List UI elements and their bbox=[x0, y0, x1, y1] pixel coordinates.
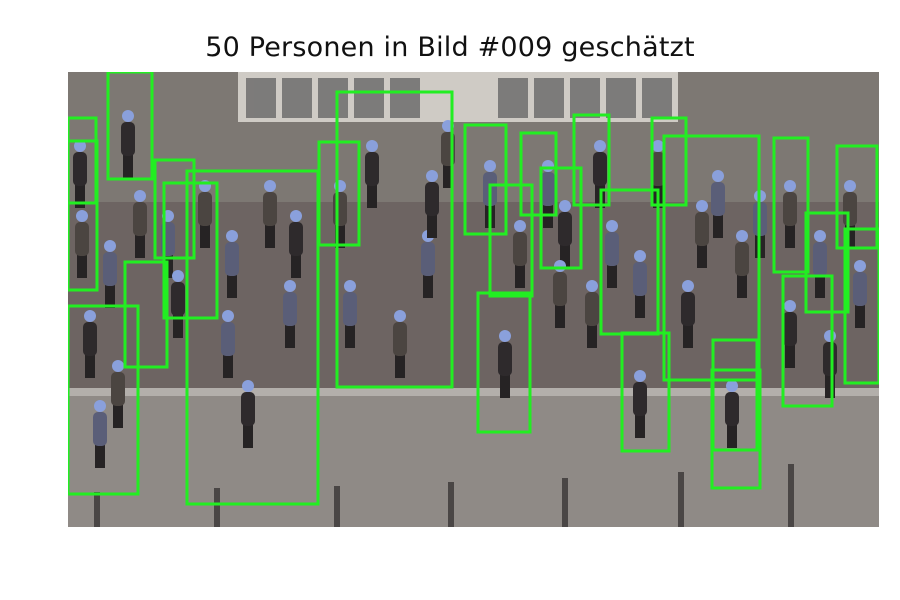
person-figure bbox=[695, 200, 709, 268]
detection-box bbox=[488, 183, 534, 298]
person-figure bbox=[725, 380, 739, 448]
person-figure bbox=[111, 360, 125, 428]
person-figure bbox=[783, 300, 797, 368]
person-figure bbox=[221, 310, 235, 378]
person-figure bbox=[633, 370, 647, 438]
person-figure bbox=[93, 400, 107, 468]
detection-boxes bbox=[68, 72, 879, 506]
person-figure bbox=[393, 310, 407, 378]
detection-box bbox=[476, 291, 532, 434]
person-figure bbox=[585, 280, 599, 348]
person-figure bbox=[263, 180, 277, 248]
street-photo bbox=[68, 72, 879, 527]
person-figure bbox=[813, 230, 827, 298]
person-figure bbox=[853, 260, 867, 328]
person-figure bbox=[171, 270, 185, 338]
person-figure bbox=[681, 280, 695, 348]
person-figure bbox=[343, 280, 357, 348]
detection-box bbox=[620, 331, 671, 453]
detection-box bbox=[335, 90, 454, 389]
person-figure bbox=[241, 380, 255, 448]
person-figure bbox=[735, 230, 749, 298]
detection-box bbox=[519, 131, 558, 217]
shop-windows bbox=[246, 78, 672, 118]
detection-box bbox=[185, 169, 320, 506]
detection-box bbox=[68, 304, 140, 496]
person-figure bbox=[605, 220, 619, 288]
bollards bbox=[94, 464, 794, 527]
street-scene bbox=[68, 72, 879, 527]
person-figure bbox=[133, 190, 147, 258]
detection-box bbox=[772, 136, 810, 274]
detection-box bbox=[317, 140, 361, 247]
detection-box bbox=[835, 144, 879, 250]
detection-box bbox=[804, 211, 850, 314]
people-layer bbox=[73, 110, 867, 468]
person-figure bbox=[103, 240, 117, 308]
detection-box bbox=[162, 181, 219, 320]
person-figure bbox=[73, 140, 87, 208]
curb bbox=[68, 388, 879, 396]
detection-box bbox=[650, 116, 688, 207]
detection-box bbox=[68, 139, 99, 292]
person-figure bbox=[513, 220, 527, 288]
detection-box bbox=[572, 113, 611, 207]
person-figure bbox=[83, 310, 97, 378]
detection-box bbox=[153, 158, 196, 260]
person-figure bbox=[558, 200, 572, 268]
person-figure bbox=[283, 280, 297, 348]
detection-box bbox=[539, 166, 583, 270]
person-figure bbox=[783, 180, 797, 248]
person-figure bbox=[633, 250, 647, 318]
detection-box bbox=[710, 368, 762, 490]
figure-title: 50 Personen in Bild #009 geschätzt bbox=[205, 32, 695, 63]
person-figure bbox=[225, 230, 239, 298]
detection-box bbox=[106, 72, 154, 181]
person-figure bbox=[75, 210, 89, 278]
person-figure bbox=[425, 170, 439, 238]
person-figure bbox=[121, 110, 135, 178]
person-figure bbox=[498, 330, 512, 398]
person-figure bbox=[365, 140, 379, 208]
person-figure bbox=[289, 210, 303, 278]
detection-box bbox=[463, 123, 508, 236]
detection-box bbox=[123, 260, 169, 369]
detection-box bbox=[843, 227, 879, 385]
person-figure bbox=[711, 170, 725, 238]
